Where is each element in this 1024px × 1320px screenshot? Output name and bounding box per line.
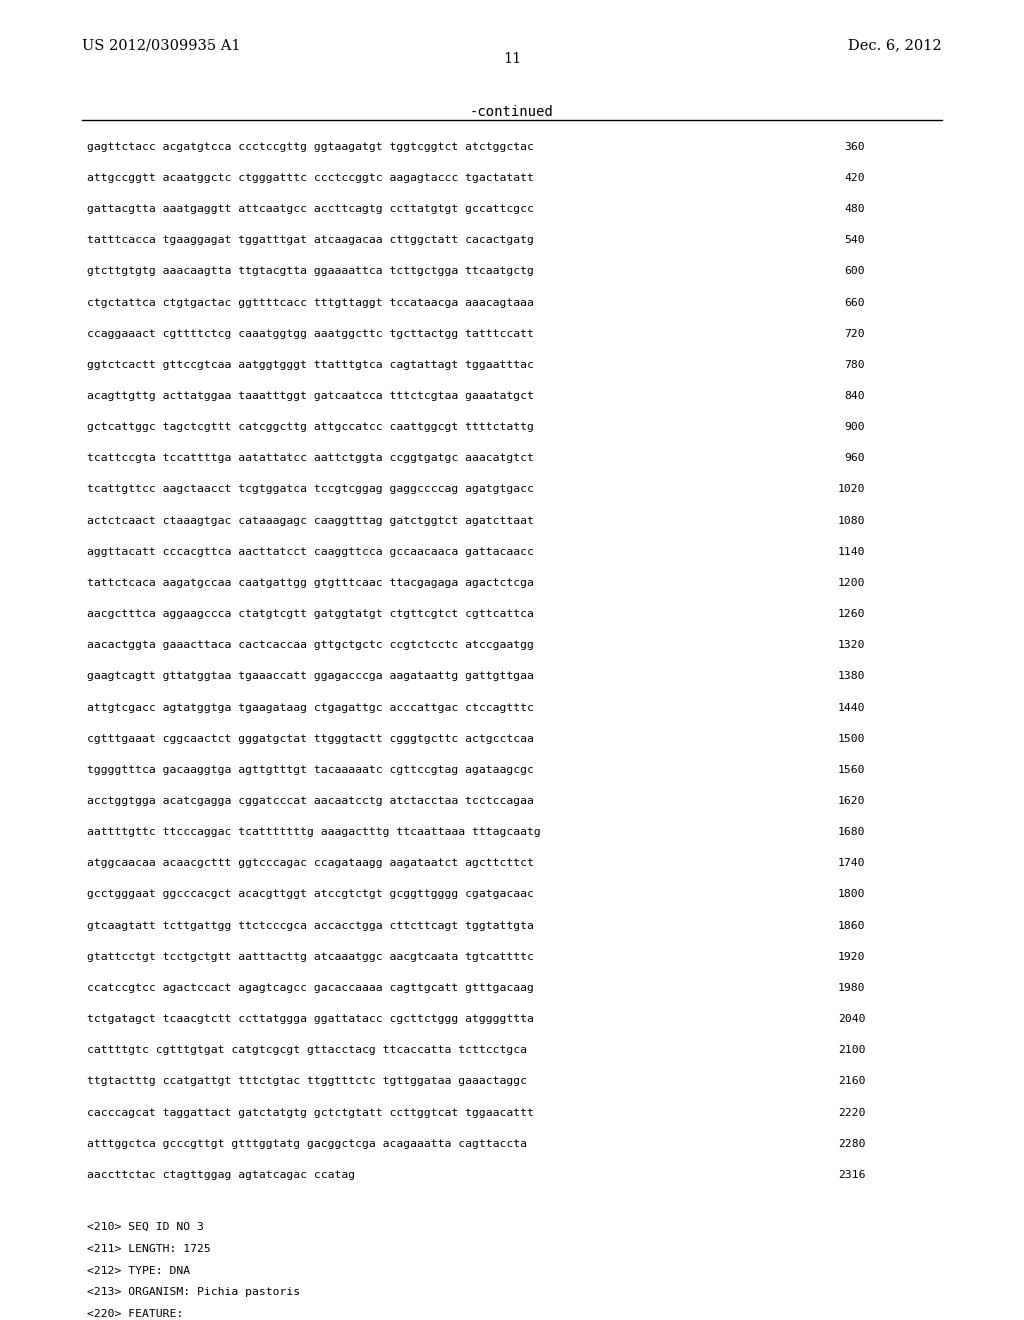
- Text: atggcaacaa acaacgcttt ggtcccagac ccagataagg aagataatct agcttcttct: atggcaacaa acaacgcttt ggtcccagac ccagata…: [87, 858, 534, 869]
- Text: <220> FEATURE:: <220> FEATURE:: [87, 1309, 183, 1320]
- Text: 660: 660: [845, 297, 865, 308]
- Text: attgtcgacc agtatggtga tgaagataag ctgagattgc acccattgac ctccagtttc: attgtcgacc agtatggtga tgaagataag ctgagat…: [87, 702, 534, 713]
- Text: acctggtgga acatcgagga cggatcccat aacaatcctg atctacctaa tcctccagaa: acctggtgga acatcgagga cggatcccat aacaatc…: [87, 796, 534, 807]
- Text: gattacgtta aaatgaggtt attcaatgcc accttcagtg ccttatgtgt gccattcgcc: gattacgtta aaatgaggtt attcaatgcc accttca…: [87, 205, 534, 214]
- Text: 1200: 1200: [838, 578, 865, 587]
- Text: actctcaact ctaaagtgac cataaagagc caaggtttag gatctggtct agatcttaat: actctcaact ctaaagtgac cataaagagc caaggtt…: [87, 516, 534, 525]
- Text: 1140: 1140: [838, 546, 865, 557]
- Text: 900: 900: [845, 422, 865, 432]
- Text: 11: 11: [503, 53, 521, 66]
- Text: <213> ORGANISM: Pichia pastoris: <213> ORGANISM: Pichia pastoris: [87, 1287, 300, 1298]
- Text: attgccggtt acaatggctc ctgggatttc ccctccggtc aagagtaccc tgactatatt: attgccggtt acaatggctc ctgggatttc ccctccg…: [87, 173, 534, 183]
- Text: cacccagcat taggattact gatctatgtg gctctgtatt ccttggtcat tggaacattt: cacccagcat taggattact gatctatgtg gctctgt…: [87, 1107, 534, 1118]
- Text: 540: 540: [845, 235, 865, 246]
- Text: tcattgttcc aagctaacct tcgtggatca tccgtcggag gaggccccag agatgtgacc: tcattgttcc aagctaacct tcgtggatca tccgtcg…: [87, 484, 534, 495]
- Text: 1980: 1980: [838, 983, 865, 993]
- Text: aggttacatt cccacgttca aacttatcct caaggttcca gccaacaaca gattacaacc: aggttacatt cccacgttca aacttatcct caaggtt…: [87, 546, 534, 557]
- Text: Dec. 6, 2012: Dec. 6, 2012: [849, 38, 942, 53]
- Text: 1560: 1560: [838, 764, 865, 775]
- Text: <211> LENGTH: 1725: <211> LENGTH: 1725: [87, 1243, 211, 1254]
- Text: 1860: 1860: [838, 920, 865, 931]
- Text: gagttctacc acgatgtcca ccctccgttg ggtaagatgt tggtcggtct atctggctac: gagttctacc acgatgtcca ccctccgttg ggtaaga…: [87, 141, 534, 152]
- Text: gtcaagtatt tcttgattgg ttctcccgca accacctgga cttcttcagt tggtattgta: gtcaagtatt tcttgattgg ttctcccgca accacct…: [87, 920, 534, 931]
- Text: 1020: 1020: [838, 484, 865, 495]
- Text: tatttcacca tgaaggagat tggatttgat atcaagacaa cttggctatt cacactgatg: tatttcacca tgaaggagat tggatttgat atcaaga…: [87, 235, 534, 246]
- Text: 2160: 2160: [838, 1076, 865, 1086]
- Text: 360: 360: [845, 141, 865, 152]
- Text: 1740: 1740: [838, 858, 865, 869]
- Text: 420: 420: [845, 173, 865, 183]
- Text: gcctgggaat ggcccacgct acacgttggt atccgtctgt gcggttgggg cgatgacaac: gcctgggaat ggcccacgct acacgttggt atccgtc…: [87, 890, 534, 899]
- Text: 1500: 1500: [838, 734, 865, 743]
- Text: 2220: 2220: [838, 1107, 865, 1118]
- Text: tggggtttca gacaaggtga agttgtttgt tacaaaaatc cgttccgtag agataagcgc: tggggtttca gacaaggtga agttgtttgt tacaaaa…: [87, 764, 534, 775]
- Text: ggtctcactt gttccgtcaa aatggtgggt ttatttgtca cagtattagt tggaatttac: ggtctcactt gttccgtcaa aatggtgggt ttatttg…: [87, 360, 534, 370]
- Text: cattttgtc cgtttgtgat catgtcgcgt gttacctacg ttcaccatta tcttcctgca: cattttgtc cgtttgtgat catgtcgcgt gttaccta…: [87, 1045, 527, 1055]
- Text: tattctcaca aagatgccaa caatgattgg gtgtttcaac ttacgagaga agactctcga: tattctcaca aagatgccaa caatgattgg gtgtttc…: [87, 578, 534, 587]
- Text: 1920: 1920: [838, 952, 865, 962]
- Text: 960: 960: [845, 453, 865, 463]
- Text: atttggctca gcccgttgt gtttggtatg gacggctcga acagaaatta cagttaccta: atttggctca gcccgttgt gtttggtatg gacggctc…: [87, 1139, 527, 1148]
- Text: gtattcctgt tcctgctgtt aatttacttg atcaaatggc aacgtcaata tgtcattttc: gtattcctgt tcctgctgtt aatttacttg atcaaat…: [87, 952, 534, 962]
- Text: aacactggta gaaacttaca cactcaccaa gttgctgctc ccgtctcctc atccgaatgg: aacactggta gaaacttaca cactcaccaa gttgctg…: [87, 640, 534, 651]
- Text: 1800: 1800: [838, 890, 865, 899]
- Text: tctgatagct tcaacgtctt ccttatggga ggattatacc cgcttctggg atggggttta: tctgatagct tcaacgtctt ccttatggga ggattat…: [87, 1014, 534, 1024]
- Text: ctgctattca ctgtgactac ggttttcacc tttgttaggt tccataacga aaacagtaaa: ctgctattca ctgtgactac ggttttcacc tttgtta…: [87, 297, 534, 308]
- Text: tcattccgta tccattttga aatattatcc aattctggta ccggtgatgc aaacatgtct: tcattccgta tccattttga aatattatcc aattctg…: [87, 453, 534, 463]
- Text: 2316: 2316: [838, 1170, 865, 1180]
- Text: 480: 480: [845, 205, 865, 214]
- Text: 720: 720: [845, 329, 865, 339]
- Text: 840: 840: [845, 391, 865, 401]
- Text: <210> SEQ ID NO 3: <210> SEQ ID NO 3: [87, 1222, 204, 1232]
- Text: gctcattggc tagctcgttt catcggcttg attgccatcc caattggcgt ttttctattg: gctcattggc tagctcgttt catcggcttg attgcca…: [87, 422, 534, 432]
- Text: ccatccgtcc agactccact agagtcagcc gacaccaaaa cagttgcatt gtttgacaag: ccatccgtcc agactccact agagtcagcc gacacca…: [87, 983, 534, 993]
- Text: acagttgttg acttatggaa taaatttggt gatcaatcca tttctcgtaa gaaatatgct: acagttgttg acttatggaa taaatttggt gatcaat…: [87, 391, 534, 401]
- Text: aattttgttc ttcccaggac tcatttttttg aaagactttg ttcaattaaa tttagcaatg: aattttgttc ttcccaggac tcatttttttg aaagac…: [87, 828, 541, 837]
- Text: 1260: 1260: [838, 609, 865, 619]
- Text: 1320: 1320: [838, 640, 865, 651]
- Text: aacgctttca aggaagccca ctatgtcgtt gatggtatgt ctgttcgtct cgttcattca: aacgctttca aggaagccca ctatgtcgtt gatggta…: [87, 609, 534, 619]
- Text: <212> TYPE: DNA: <212> TYPE: DNA: [87, 1266, 190, 1275]
- Text: ttgtactttg ccatgattgt tttctgtac ttggtttctc tgttggataa gaaactaggc: ttgtactttg ccatgattgt tttctgtac ttggtttc…: [87, 1076, 527, 1086]
- Text: 1080: 1080: [838, 516, 865, 525]
- Text: aaccttctac ctagttggag agtatcagac ccatag: aaccttctac ctagttggag agtatcagac ccatag: [87, 1170, 355, 1180]
- Text: 2040: 2040: [838, 1014, 865, 1024]
- Text: gaagtcagtt gttatggtaa tgaaaccatt ggagacccga aagataattg gattgttgaa: gaagtcagtt gttatggtaa tgaaaccatt ggagacc…: [87, 672, 534, 681]
- Text: US 2012/0309935 A1: US 2012/0309935 A1: [82, 38, 241, 53]
- Text: 2100: 2100: [838, 1045, 865, 1055]
- Text: 1380: 1380: [838, 672, 865, 681]
- Text: gtcttgtgtg aaacaagtta ttgtacgtta ggaaaattca tcttgctgga ttcaatgctg: gtcttgtgtg aaacaagtta ttgtacgtta ggaaaat…: [87, 267, 534, 276]
- Text: -continued: -continued: [470, 104, 554, 119]
- Text: cgtttgaaat cggcaactct gggatgctat ttgggtactt cgggtgcttc actgcctcaa: cgtttgaaat cggcaactct gggatgctat ttgggta…: [87, 734, 534, 743]
- Text: 1440: 1440: [838, 702, 865, 713]
- Text: 1680: 1680: [838, 828, 865, 837]
- Text: 1620: 1620: [838, 796, 865, 807]
- Text: 780: 780: [845, 360, 865, 370]
- Text: 600: 600: [845, 267, 865, 276]
- Text: 2280: 2280: [838, 1139, 865, 1148]
- Text: ccaggaaact cgttttctcg caaatggtgg aaatggcttc tgcttactgg tatttccatt: ccaggaaact cgttttctcg caaatggtgg aaatggc…: [87, 329, 534, 339]
